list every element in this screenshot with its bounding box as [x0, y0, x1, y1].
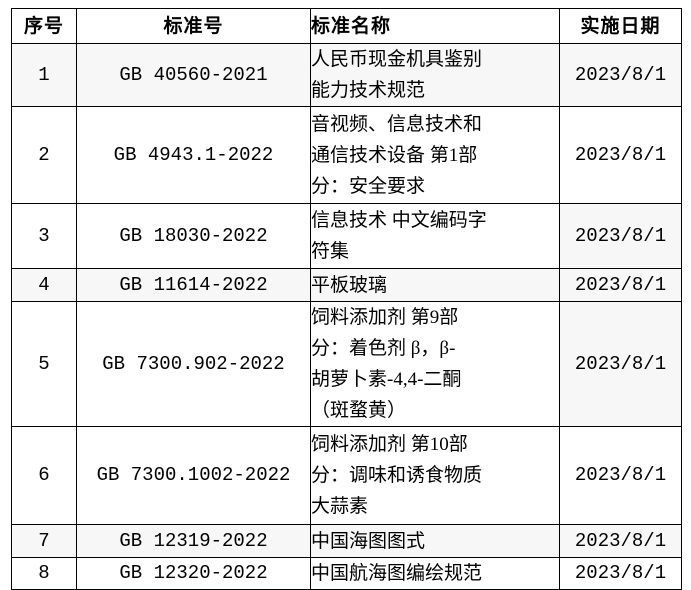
- cell-standard-name: 平板玻璃: [310, 268, 560, 302]
- cell-standard-name: 音视频、信息技术和 通信技术设备 第1部 分：安全要求: [310, 106, 560, 204]
- cell-sequence: 6: [11, 426, 77, 525]
- cell-effective-date: 2023/8/1: [559, 43, 682, 107]
- cell-standard-name: 信息技术 中文编码字 符集: [310, 203, 560, 269]
- cell-standard-name: 人民币现金机具鉴别 能力技术规范: [310, 43, 560, 107]
- standard-name-text: 饲料添加剂 第10部 分：调味和诱食物质 大蒜素: [311, 429, 559, 522]
- standard-name-line: 饲料添加剂 第9部: [311, 307, 459, 328]
- standard-name-line: （斑蝥黄）: [311, 400, 407, 421]
- cell-sequence: 4: [11, 268, 77, 302]
- cell-effective-date: 2023/8/1: [559, 557, 682, 590]
- standard-name-line: 音视频、信息技术和: [311, 113, 483, 135]
- table-row: 7 GB 12319-2022 中国海图图式 2023/8/1: [11, 524, 682, 558]
- cell-effective-date: 2023/8/1: [559, 524, 682, 558]
- cell-effective-date: 2023/8/1: [559, 301, 682, 427]
- standard-name-text: 人民币现金机具鉴别 能力技术规范: [311, 44, 559, 106]
- standard-name-line: 通信技术设备 第1部: [311, 144, 478, 166]
- standard-name-line: 信息技术 中文编码字: [311, 210, 487, 231]
- standard-name-text: 信息技术 中文编码字 符集: [311, 205, 559, 267]
- table-row: 2 GB 4943.1-2022 音视频、信息技术和 通信技术设备 第1部 分：安全要求…: [11, 106, 682, 204]
- standard-name-text: 平板玻璃: [311, 270, 559, 301]
- national-standards-table: 序号 标准号 标准名称 实施日期 1 GB 40560-2021 人民币现金机具鉴别…: [11, 8, 682, 590]
- cell-standard-number: GB 7300.1002-2022: [76, 426, 311, 525]
- cell-standard-number: GB 12320-2022: [76, 557, 311, 590]
- standard-name-line: 平板玻璃: [311, 274, 388, 296]
- standard-name-line: 中国海图图式: [311, 530, 426, 552]
- cell-effective-date: 2023/8/1: [559, 203, 682, 269]
- standard-name-text: 饲料添加剂 第9部 分：着色剂 β，β- 胡萝卜素-4,4-二酮 （斑蝥黄）: [311, 302, 559, 426]
- standard-name-line: 分：调味和诱食物质: [311, 465, 483, 486]
- column-header-standard-number: 标准号: [76, 8, 311, 44]
- cell-effective-date: 2023/8/1: [559, 106, 682, 204]
- standard-name-text: 音视频、信息技术和 通信技术设备 第1部 分：安全要求: [311, 109, 559, 202]
- cell-sequence: 5: [11, 301, 77, 427]
- cell-standard-number: GB 40560-2021: [76, 43, 311, 107]
- cell-standard-name: 中国航海图编绘规范: [310, 557, 560, 590]
- cell-sequence: 1: [11, 43, 77, 107]
- standard-name-line: 符集: [311, 241, 350, 262]
- cell-sequence: 3: [11, 203, 77, 269]
- standard-name-line: 能力技术规范: [311, 80, 426, 101]
- table-row: 3 GB 18030-2022 信息技术 中文编码字 符集 2023/8/1: [11, 203, 682, 269]
- standard-name-line: 人民币现金机具鉴别: [311, 49, 483, 70]
- cell-effective-date: 2023/8/1: [559, 426, 682, 525]
- table-row: 6 GB 7300.1002-2022 饲料添加剂 第10部 分：调味和诱食物质 大蒜素…: [11, 426, 682, 525]
- table-row: 4 GB 11614-2022 平板玻璃 2023/8/1: [11, 268, 682, 302]
- cell-standard-number: GB 18030-2022: [76, 203, 311, 269]
- cell-standard-name: 中国海图图式: [310, 524, 560, 558]
- standard-name-line: 分：着色剂 β，β-: [311, 338, 456, 359]
- cell-standard-number: GB 12319-2022: [76, 524, 311, 558]
- standard-name-line: 中国航海图编绘规范: [311, 563, 483, 584]
- column-header-sequence: 序号: [11, 8, 77, 44]
- cell-sequence: 7: [11, 524, 77, 558]
- table-body: 1 GB 40560-2021 人民币现金机具鉴别 能力技术规范 2023/8/1 2 GB…: [11, 43, 682, 590]
- column-header-effective-date: 实施日期: [559, 8, 682, 44]
- standard-name-text: 中国海图图式: [311, 526, 559, 557]
- cell-standard-number: GB 7300.902-2022: [76, 301, 311, 427]
- table-row: 5 GB 7300.902-2022 饲料添加剂 第9部 分：着色剂 β，β- 胡萝卜素…: [11, 301, 682, 427]
- table-row: 8 GB 12320-2022 中国航海图编绘规范 2023/8/1: [11, 557, 682, 590]
- column-header-standard-name: 标准名称: [310, 8, 560, 44]
- table-header-row: 序号 标准号 标准名称 实施日期: [11, 8, 682, 44]
- cell-standard-number: GB 4943.1-2022: [76, 106, 311, 204]
- standard-name-line: 饲料添加剂 第10部: [311, 434, 468, 455]
- table-header: 序号 标准号 标准名称 实施日期: [11, 8, 682, 44]
- table-row: 1 GB 40560-2021 人民币现金机具鉴别 能力技术规范 2023/8/1: [11, 43, 682, 107]
- cell-sequence: 2: [11, 106, 77, 204]
- standard-name-line: 胡萝卜素-4,4-二酮: [311, 369, 462, 390]
- cell-standard-name: 饲料添加剂 第10部 分：调味和诱食物质 大蒜素: [310, 426, 560, 525]
- cell-standard-number: GB 11614-2022: [76, 268, 311, 302]
- standard-name-text: 中国航海图编绘规范: [311, 558, 559, 589]
- standard-name-line: 分：安全要求: [311, 175, 426, 197]
- cell-effective-date: 2023/8/1: [559, 268, 682, 302]
- cell-sequence: 8: [11, 557, 77, 590]
- cell-standard-name: 饲料添加剂 第9部 分：着色剂 β，β- 胡萝卜素-4,4-二酮 （斑蝥黄）: [310, 301, 560, 427]
- standard-name-line: 大蒜素: [311, 496, 369, 517]
